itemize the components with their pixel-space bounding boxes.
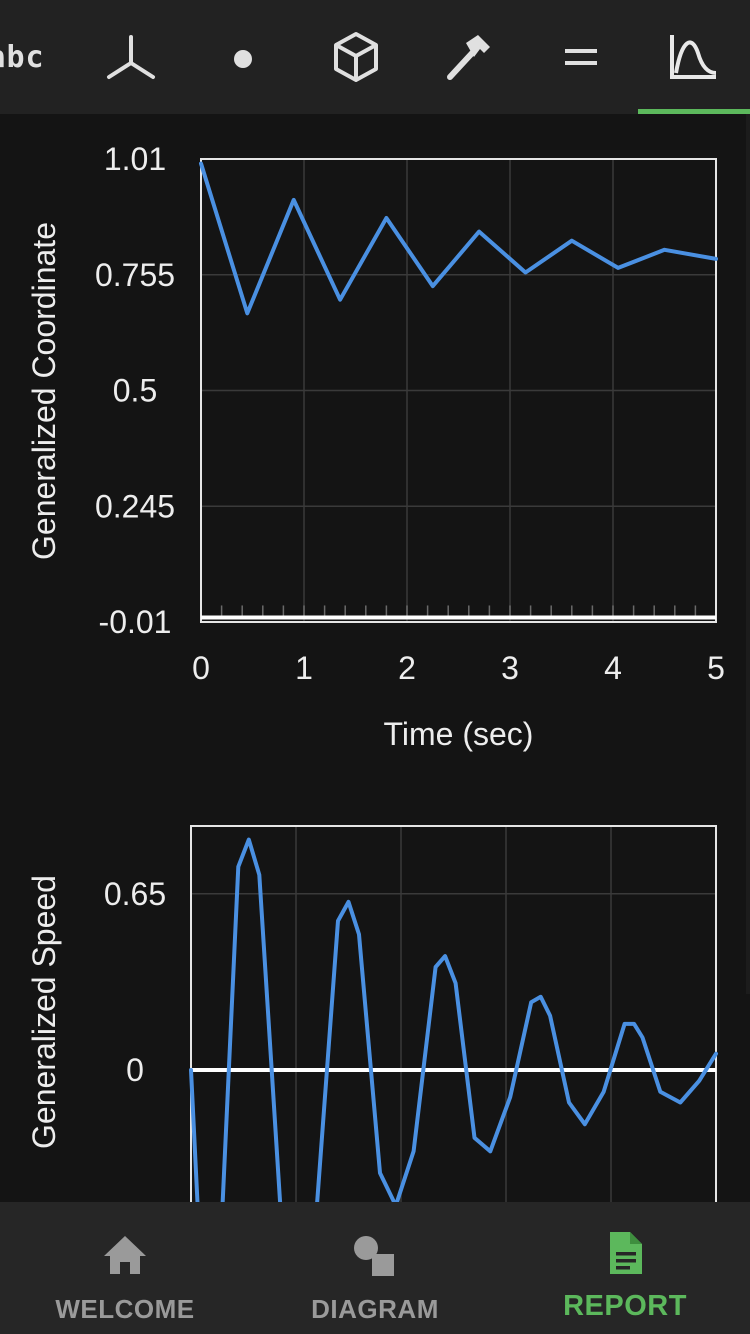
series-line	[189, 837, 718, 1202]
hammer-tool[interactable]	[412, 0, 524, 114]
home-icon	[104, 1236, 146, 1274]
x-tick-label: 4	[604, 650, 622, 686]
bottom-navigation: WELCOME DIAGRAM REPORT	[0, 1202, 750, 1334]
plot-border	[200, 158, 717, 623]
x-axis-title: Time (sec)	[384, 716, 534, 752]
nav-report-label: REPORT	[563, 1290, 687, 1322]
toolbar: abc	[0, 0, 750, 114]
series-line	[199, 161, 718, 316]
y-tick-label: 0.65	[104, 876, 166, 912]
y-axis-title: Generalized Speed	[26, 875, 62, 1149]
point-tool[interactable]	[187, 0, 299, 114]
nav-welcome[interactable]: WELCOME	[0, 1202, 250, 1334]
generalized-coordinate-chart: 1.01 0.755 0.5 0.245 -0.01 0 1 2 3 4 5 Time (sec) Ge…	[26, 141, 725, 752]
plot-icon	[670, 35, 717, 79]
y-tick-label: 0.755	[95, 257, 175, 293]
y-tick-label: 0	[126, 1052, 144, 1088]
generalized-speed-chart: 0.650-0.65Generalized Speed	[26, 825, 718, 1202]
y-tick-label: 0.245	[95, 488, 175, 524]
x-tick-label: 2	[398, 650, 416, 686]
nav-welcome-label: WELCOME	[55, 1294, 195, 1324]
y-tick-label: 1.01	[104, 141, 166, 177]
y-tick-label: 0.5	[113, 373, 157, 409]
y-tick-label: -0.01	[99, 604, 172, 640]
axes-tool[interactable]	[75, 0, 187, 114]
scrollbar[interactable]	[746, 114, 750, 994]
body-tool[interactable]	[300, 0, 412, 114]
dot-icon	[234, 50, 252, 68]
x-tick-label: 0	[192, 650, 210, 686]
equals-icon	[565, 49, 597, 65]
y-axis-title: Generalized Coordinate	[26, 222, 62, 560]
shapes-icon	[354, 1236, 394, 1276]
plot-tool[interactable]	[638, 0, 750, 114]
abc-label-tool[interactable]: abc	[0, 0, 72, 114]
active-tool-indicator	[638, 109, 750, 114]
nav-diagram[interactable]: DIAGRAM	[250, 1202, 500, 1334]
nav-diagram-label: DIAGRAM	[311, 1294, 439, 1324]
cube-icon	[334, 32, 378, 82]
document-icon	[610, 1232, 642, 1274]
x-tick-label: 5	[707, 650, 725, 686]
axes-icon	[107, 35, 155, 79]
abc-icon: abc	[0, 39, 45, 75]
x-tick-label: 1	[295, 650, 313, 686]
hammer-icon	[447, 35, 490, 80]
nav-report[interactable]: REPORT	[500, 1202, 750, 1334]
x-tick-label: 3	[501, 650, 519, 686]
report-content[interactable]: 1.01 0.755 0.5 0.245 -0.01 0 1 2 3 4 5 Time (sec) Ge…	[0, 114, 750, 1202]
equations-tool[interactable]	[525, 0, 637, 114]
